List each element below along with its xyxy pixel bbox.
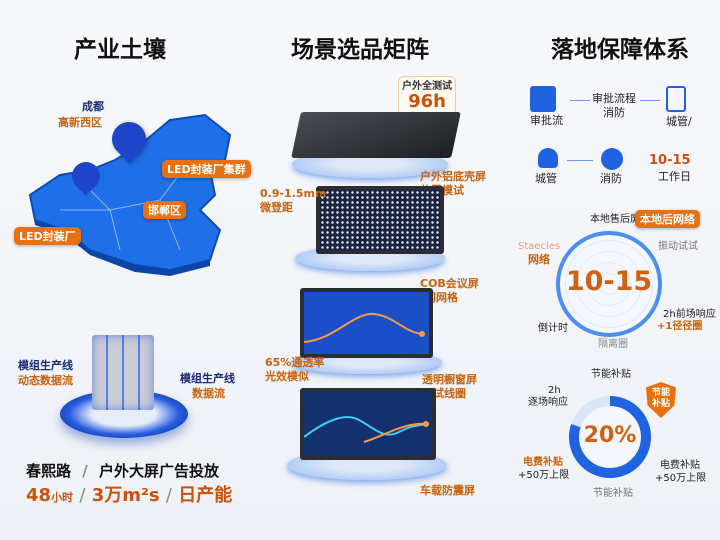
radar-right-bottom-1: 2h前场响应	[663, 309, 716, 320]
aluminum-cabinet-panel[interactable]	[291, 112, 461, 158]
radar-badge[interactable]: 本地后网络	[635, 210, 700, 228]
production-left-sub: 动态数据流	[18, 374, 73, 387]
scene-sub-2: 微登距	[260, 201, 293, 214]
scene-label-4: 65%通透率	[265, 356, 325, 369]
arrow-right	[570, 100, 590, 101]
production-right-sub: 数据流	[192, 387, 225, 400]
donut-value: 20%	[583, 423, 637, 448]
flow-days-unit: 工作日	[658, 170, 691, 183]
arrow-right	[640, 100, 660, 101]
scene-label-1: 户外铝底壳屏	[420, 170, 486, 183]
donut-right-bottom-1: 电费补贴	[660, 460, 700, 471]
map-tag-led-factory[interactable]: LED封装厂	[14, 227, 81, 245]
map-district-label: 高新西区	[58, 116, 102, 129]
scene-sub-5: 试线圈	[433, 387, 466, 400]
radar-right-bottom-2: +1径径圈	[657, 321, 703, 332]
flow-days: 10-15	[649, 153, 691, 168]
flow-city-mgmt: 城管	[535, 172, 557, 185]
stats-capacity: 日产能	[178, 485, 233, 506]
separator: /	[82, 462, 88, 480]
test-callout: 户外全测试 96h	[398, 76, 456, 116]
fire-safety-icon	[601, 148, 623, 170]
production-left-label: 模组生产线	[18, 359, 73, 372]
stats-category: 户外大屏广告投放	[98, 462, 219, 480]
scenes-title: 场景选品矩阵	[291, 37, 429, 63]
curve-chart-icon	[303, 292, 429, 354]
radar-value: 10-15	[565, 266, 653, 297]
radar-circle	[556, 231, 662, 337]
flow-fire: 消防	[603, 106, 625, 119]
test-callout-value: 96h	[408, 91, 446, 112]
donut-bottom: 节能补贴	[593, 488, 633, 499]
separator: /	[79, 485, 86, 506]
stats-location: 春熙路	[26, 462, 72, 480]
flow-city-mgmt-slash: 城管/	[666, 115, 692, 128]
separator: /	[165, 485, 172, 506]
industry-title: 产业土壤	[74, 37, 166, 63]
scene-label-2: 0.9-1.5mm	[260, 187, 327, 200]
subsidy-donut	[569, 396, 651, 478]
flow-approval: 审批流	[530, 114, 563, 127]
map-tag-led-cluster[interactable]: LED封装厂集群	[162, 160, 251, 178]
scene-sub-4: 光效模似	[265, 370, 309, 383]
donut-top: 节能补贴	[591, 369, 631, 380]
donut-left-top-2: 逐场响应	[528, 397, 568, 408]
module-cube-icon	[92, 335, 154, 410]
flow-process: 审批流程	[592, 92, 636, 105]
radar-top-label: 本地售后屏	[590, 214, 640, 225]
stats-row-1: 春熙路 / 户外大屏广告投放	[26, 460, 219, 481]
clipboard-icon	[666, 86, 686, 112]
radar-left-top-1: Staecles	[518, 241, 561, 252]
radar-left-bottom: 倒计时	[538, 323, 568, 334]
stats-area: 3万m²s	[91, 485, 160, 506]
stats-hours-unit: 小时	[51, 491, 74, 504]
cob-conference-screen[interactable]	[300, 288, 433, 358]
donut-left-bottom-2: +50万上限	[518, 470, 570, 481]
donut-fill-arc	[569, 396, 651, 478]
arrow-left	[567, 160, 593, 161]
map-tag-district[interactable]: 邯郸区	[143, 201, 186, 219]
stats-row-2: 48小时 / 3万m²s / 日产能	[26, 481, 232, 507]
led-grid	[320, 190, 440, 250]
scene-label-6: 车载防震屏	[420, 484, 475, 497]
radar-left-top-2: 网络	[528, 253, 550, 266]
building-icon	[530, 86, 556, 112]
dual-curve-chart-icon	[303, 392, 432, 456]
scene-label-3: COB会议屏	[420, 277, 479, 290]
radar-right-top: 振动试试	[658, 241, 698, 252]
flow-fire-2: 消防	[600, 172, 622, 185]
micro-pitch-screen[interactable]	[316, 186, 444, 254]
production-right-label: 模组生产线	[180, 372, 235, 385]
donut-left-bottom-1: 电费补贴	[523, 457, 563, 468]
donut-right-bottom-2: +50万上限	[655, 473, 707, 484]
scene-label-5: 透明橱窗屏	[422, 373, 477, 386]
transparent-window-screen[interactable]	[300, 388, 436, 460]
map-city-label: 成都	[82, 100, 104, 113]
radar-bottom: 隔离圈	[598, 339, 628, 350]
test-callout-label: 户外全测试	[402, 81, 452, 92]
person-icon	[538, 148, 558, 168]
support-title: 落地保障体系	[551, 37, 689, 63]
stats-hours: 48	[26, 485, 52, 506]
scene-sub-3: 网网格	[425, 291, 458, 304]
donut-left-top-1: 2h	[548, 385, 561, 396]
